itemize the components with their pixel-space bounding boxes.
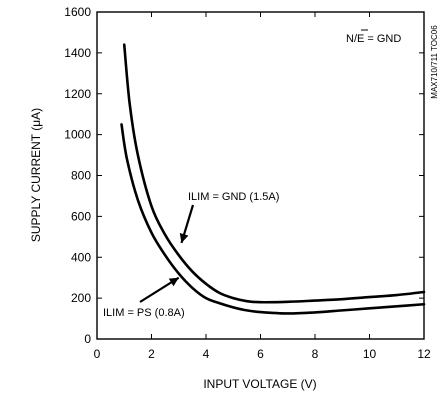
annotation-ne-gnd-label: N/E = GND [346,33,401,45]
annotation-ilim-ps-label: ILIM = PS (0.8A) [103,307,185,319]
x-tick-label: 4 [203,347,210,361]
x-tick-label: 10 [363,347,377,361]
series-line-ilim-ps [120,123,426,315]
figure-code-label: MAX710/711 TOC06 [430,25,439,99]
tick-marks [96,11,425,340]
annotation-arrow-ilim-gnd-head [179,233,189,243]
x-tick-label: 2 [148,347,155,361]
x-tick-label: 6 [257,347,264,361]
plot-frame [96,11,425,340]
y-axis-title: SUPPLY CURRENT (μA) [29,108,43,242]
y-tick-label: 600 [71,209,91,223]
annotation-arrows [139,204,195,303]
y-tick-label: 1000 [64,128,91,142]
y-tick-label: 800 [71,169,91,183]
series-line-ilim-gnd [122,43,426,304]
y-tick-label: 1400 [64,46,91,60]
y-tick-labels: 0 200 400 600 800 1000 1200 1400 1600 [64,5,91,346]
y-tick-label: 200 [71,291,91,305]
x-tick-label: 12 [417,347,431,361]
x-tick-label: 8 [312,347,319,361]
y-tick-label: 1200 [64,87,91,101]
annotation-arrow-ilim-ps-head [168,277,179,287]
x-axis-title: INPUT VOLTAGE (V) [203,377,316,391]
y-tick-label: 1600 [64,5,91,19]
x-tick-label: 0 [94,347,101,361]
plot-series [120,43,426,315]
annotation-ilim-gnd-label: ILIM = GND (1.5A) [188,191,279,203]
y-tick-label: 0 [84,332,91,346]
x-tick-labels: 0 2 4 6 8 10 12 [94,347,431,361]
y-tick-label: 400 [71,250,91,264]
